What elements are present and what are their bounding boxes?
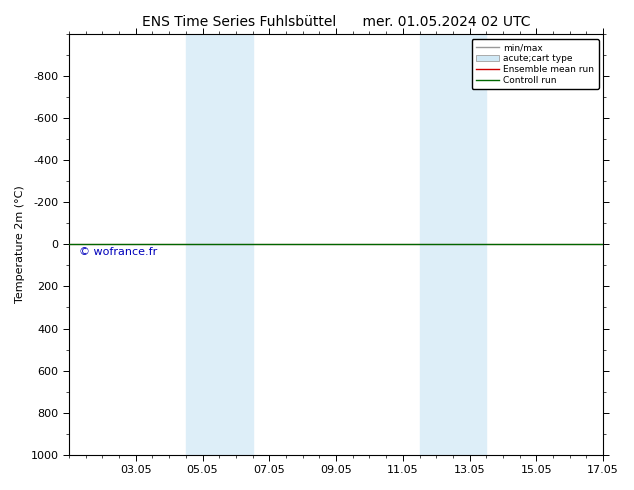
Bar bbox=[420, 34, 486, 455]
Legend: min/max, acute;cart type, Ensemble mean run, Controll run: min/max, acute;cart type, Ensemble mean … bbox=[472, 39, 598, 89]
Text: © wofrance.fr: © wofrance.fr bbox=[79, 247, 157, 257]
Bar bbox=[186, 34, 252, 455]
Title: ENS Time Series Fuhlsbüttel      mer. 01.05.2024 02 UTC: ENS Time Series Fuhlsbüttel mer. 01.05.2… bbox=[142, 15, 530, 29]
Y-axis label: Temperature 2m (°C): Temperature 2m (°C) bbox=[15, 186, 25, 303]
